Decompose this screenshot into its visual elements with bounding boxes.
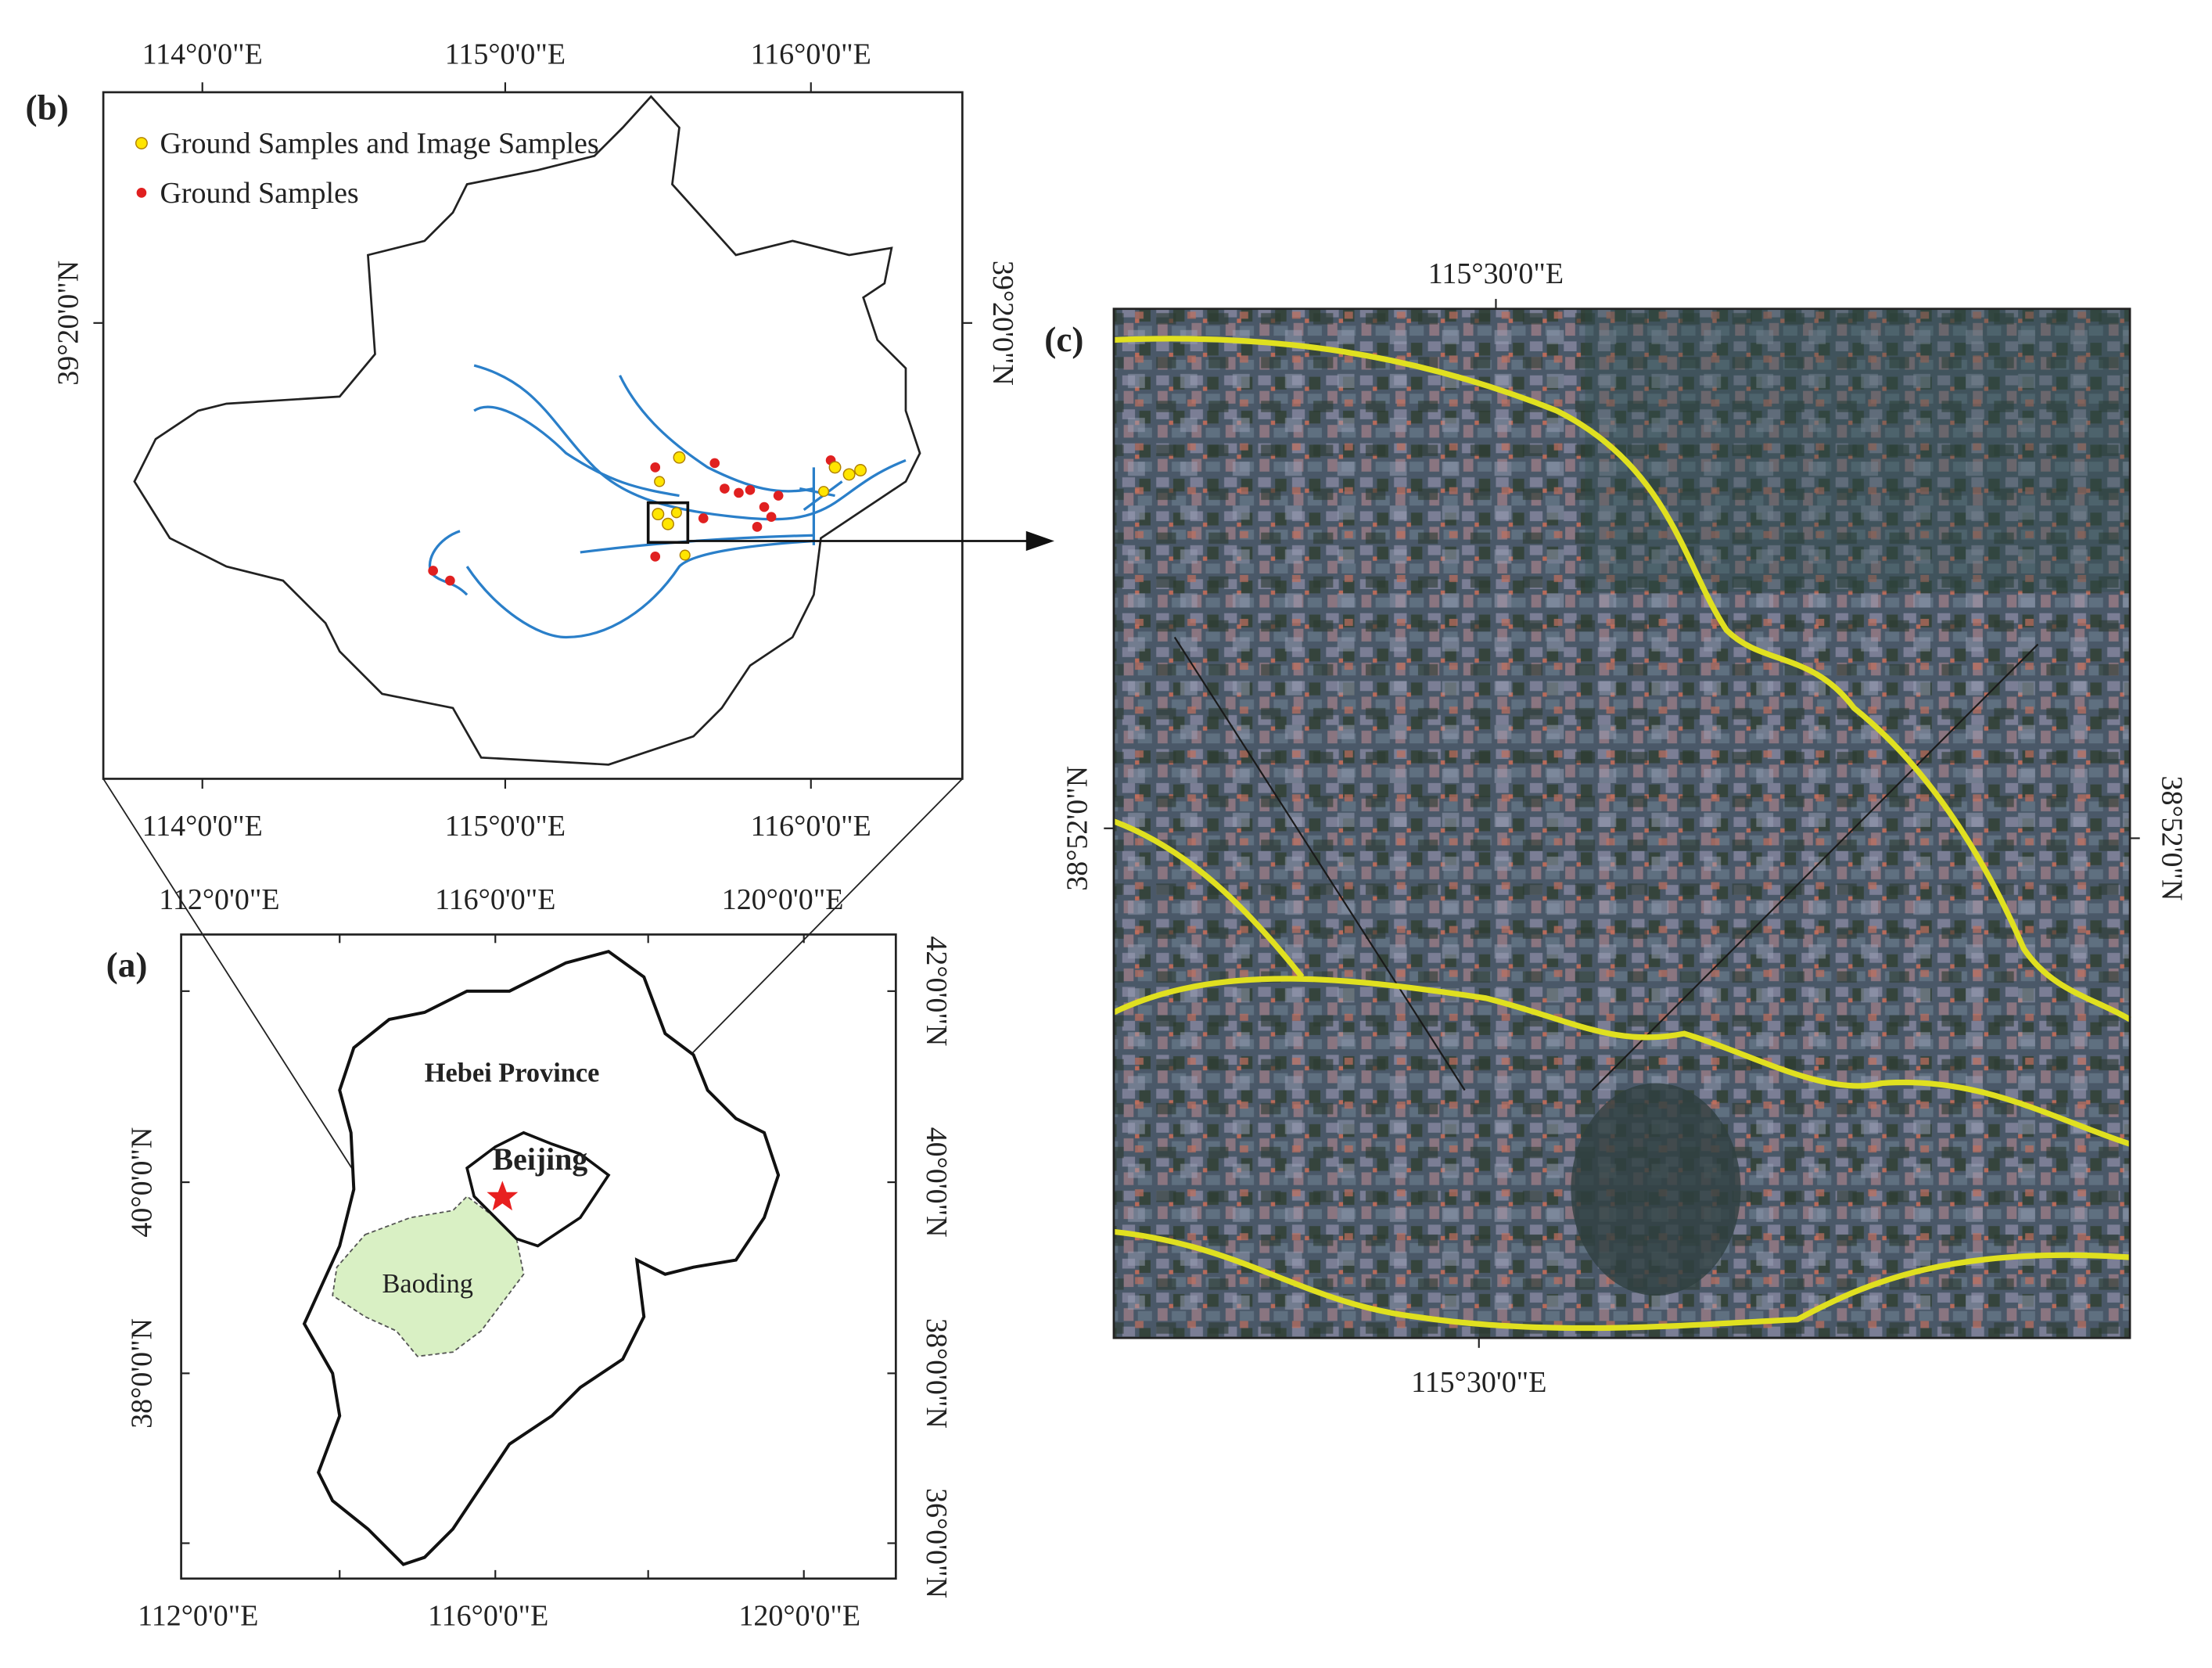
tick-label: 114°0'0"E (142, 38, 263, 71)
ticks (181, 934, 896, 1579)
legend-label: Ground Samples and Image Samples (160, 128, 598, 160)
tick-label: 40°0'0"N (126, 1127, 159, 1238)
place-label: Baoding (382, 1269, 473, 1299)
panel-label: (a) (106, 946, 148, 985)
tick-label: 112°0'0"E (159, 883, 279, 916)
tick-label: 116°0'0"E (751, 38, 871, 71)
tick-label: 40°0'0"N (920, 1127, 953, 1238)
beijing-boundary (465, 1131, 611, 1248)
image-frame (1112, 307, 2131, 1339)
panel-label: (c) (1044, 320, 1083, 359)
connector (102, 778, 359, 1179)
tick-label: 39°20'0"N (52, 261, 85, 386)
tick-label: 116°0'0"E (751, 810, 871, 843)
place-label: Hebei Province (425, 1059, 600, 1088)
map-frame (102, 91, 964, 780)
study-area-box (646, 501, 690, 545)
ticks (93, 82, 973, 789)
tick-label: 120°0'0"E (738, 1599, 860, 1632)
tick-label: 42°0'0"N (920, 936, 953, 1046)
tick-label: 112°0'0"E (138, 1599, 258, 1632)
satellite-tone (1585, 308, 2131, 592)
ticks (1104, 299, 2140, 1348)
tick-label: 38°0'0"N (126, 1318, 159, 1429)
roads (1112, 336, 2131, 1332)
panel-b: (b) 114°0'0"E 115°0'0"E 116°0'0"E 114°0'… (26, 38, 1054, 843)
panel-label: (b) (26, 88, 69, 127)
place-label: Beijing (493, 1142, 588, 1177)
beijing-star (487, 1181, 519, 1211)
tick-label: 38°0'0"N (920, 1318, 953, 1429)
arrow-head (1025, 530, 1054, 552)
tick-label: 39°20'0"N (986, 261, 1019, 386)
tick-label: 36°0'0"N (920, 1488, 953, 1598)
yellow-samples (652, 451, 867, 561)
tick-label: 116°0'0"E (435, 883, 555, 916)
tick-label: 115°30'0"E (1428, 257, 1564, 290)
satellite-feature (1571, 1083, 1741, 1296)
panel-a: (a) 112°0'0"E 116°0'0"E 120°0'0"E 112°0'… (106, 883, 953, 1633)
tick-label: 115°30'0"E (1411, 1366, 1546, 1399)
baoding-area (332, 1195, 525, 1357)
image-lines (1173, 636, 2039, 1091)
panel-c: (c) 115°30'0"E 115°30'0"E 38°52'0"N 38°5… (1044, 257, 2188, 1399)
tick-label: 116°0'0"E (428, 1599, 548, 1632)
watershed-boundary (133, 95, 921, 766)
legend-label: Ground Samples (160, 177, 358, 210)
tick-label: 114°0'0"E (142, 810, 263, 843)
tick-label: 115°0'0"E (445, 38, 566, 71)
legend-symbol (136, 188, 147, 198)
legend-symbol (135, 137, 148, 150)
tick-label: 120°0'0"E (722, 883, 844, 916)
hebei-boundary (302, 950, 781, 1566)
red-samples (428, 455, 836, 586)
tick-label: 38°52'0"N (2156, 775, 2189, 901)
map-frame (180, 933, 897, 1580)
tick-label: 115°0'0"E (445, 810, 566, 843)
tick-label: 38°52'0"N (1061, 766, 1094, 891)
